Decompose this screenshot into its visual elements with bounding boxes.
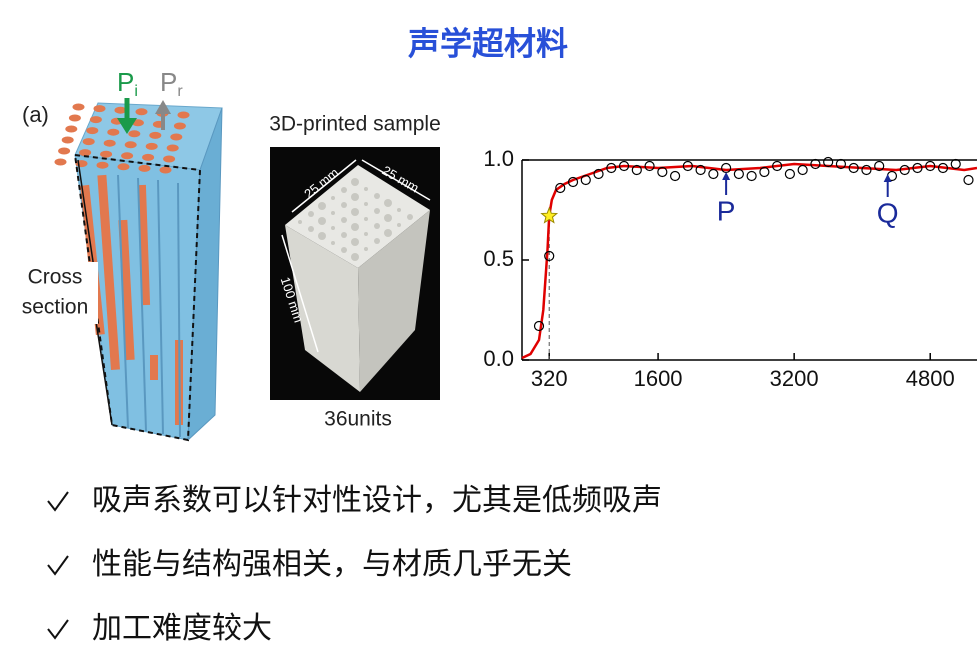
data-point: [963, 174, 974, 186]
data-point: [759, 166, 770, 178]
data-point: [899, 164, 910, 176]
data-point: [657, 166, 668, 178]
x-tick-label: 320: [531, 366, 568, 391]
data-point: [925, 160, 936, 172]
data-point: [631, 164, 642, 176]
slide-title: 声学超材料: [408, 25, 568, 61]
sample-title: 3D-printed sample: [269, 113, 441, 136]
label-bg: [18, 262, 98, 324]
x-tick-label: 1600: [634, 366, 683, 391]
data-point: [580, 174, 591, 186]
data-point: [772, 160, 783, 172]
x-tick-label: 4800: [906, 366, 955, 391]
arrow-head: [722, 172, 731, 180]
bullet-text: 吸声系数可以针对性设计，尤其是低频吸声: [92, 484, 662, 517]
absorption-curve: [521, 162, 977, 360]
x-tick-label: 3200: [770, 366, 819, 391]
y-tick-label: 1.0: [483, 146, 514, 171]
data-point: [593, 168, 604, 180]
sample-photo: [270, 147, 440, 400]
arrow-head: [883, 174, 892, 182]
data-point: [533, 320, 545, 332]
data-point: [606, 162, 617, 174]
sample-caption: 36units: [324, 408, 392, 431]
data-point: [669, 170, 681, 182]
bullet-text: 性能与结构强相关，与材质几乎无关: [92, 548, 572, 581]
data-point: [695, 164, 706, 176]
cross-section-label: section: [22, 296, 89, 319]
data-point: [567, 176, 579, 188]
incident-label: Pi: [117, 67, 138, 100]
data-point: [544, 250, 555, 262]
data-point: [835, 158, 847, 170]
data-point: [874, 160, 885, 172]
data-point: [823, 156, 834, 168]
data-point: [784, 168, 795, 180]
data-point: [950, 158, 961, 170]
cross-section-label: Cross: [28, 266, 83, 289]
check-icon: [47, 555, 69, 576]
data-point: [746, 170, 757, 182]
data-point: [618, 160, 630, 172]
absorption-chart: 0.0 0.5 1.0 320 1600 3200 4800 P Q: [483, 146, 977, 391]
data-point: [733, 168, 744, 180]
data-point: [937, 162, 949, 174]
data-point: [861, 164, 872, 176]
reflected-label: Pr: [160, 67, 183, 100]
data-point: [797, 164, 808, 176]
y-tick-label: 0.5: [483, 246, 514, 271]
panel-label: (a): [22, 102, 49, 127]
data-point: [555, 182, 566, 194]
data-point: [644, 160, 655, 172]
highlight-star: [540, 206, 559, 224]
annotation-label: Q: [877, 197, 899, 228]
column-illustration: [54, 98, 223, 442]
bullet-list: 吸声系数可以针对性设计，尤其是低频吸声性能与结构强相关，与材质几乎无关加工难度较…: [47, 484, 662, 645]
bullet-text: 加工难度较大: [92, 612, 272, 645]
data-point: [912, 162, 923, 174]
check-icon: [47, 619, 69, 640]
data-point: [848, 162, 859, 174]
data-point: [682, 160, 693, 172]
annotation-label: P: [717, 195, 736, 226]
data-point: [708, 168, 719, 180]
data-point: [810, 158, 821, 170]
y-tick-label: 0.0: [483, 346, 514, 371]
check-icon: [47, 491, 69, 512]
